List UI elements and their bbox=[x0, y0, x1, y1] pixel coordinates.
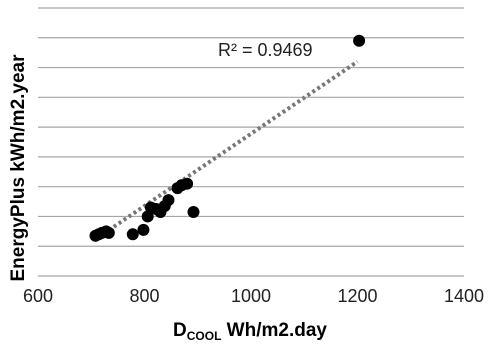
x-axis-title-subscript: COOL bbox=[187, 329, 222, 343]
gridlines bbox=[38, 7, 464, 277]
data-point bbox=[353, 34, 366, 47]
x-tick-label: 800 bbox=[129, 286, 159, 306]
x-axis-title-main: D bbox=[173, 320, 187, 341]
data-point bbox=[181, 177, 194, 190]
trendline-path bbox=[92, 59, 359, 242]
x-axis-title: DCOOL Wh/m2.day bbox=[173, 320, 327, 343]
data-point bbox=[137, 223, 150, 236]
data-point bbox=[162, 194, 175, 207]
data-point bbox=[187, 205, 200, 218]
y-axis-title: EnergyPlus kWh/m2.year bbox=[8, 54, 29, 282]
x-tick-label: 1200 bbox=[337, 286, 377, 306]
x-axis-ticks: 600 800 1000 1200 1400 bbox=[23, 286, 484, 306]
data-point bbox=[102, 226, 115, 239]
x-tick-label: 600 bbox=[23, 286, 53, 306]
x-tick-label: 1400 bbox=[444, 286, 484, 306]
data-point bbox=[126, 228, 139, 241]
x-axis-title-rest: Wh/m2.day bbox=[221, 320, 327, 341]
r-squared-annotation: R² = 0.9469 bbox=[218, 40, 313, 60]
x-tick-label: 1000 bbox=[231, 286, 271, 306]
trendline bbox=[92, 59, 359, 242]
data-points bbox=[89, 34, 366, 242]
